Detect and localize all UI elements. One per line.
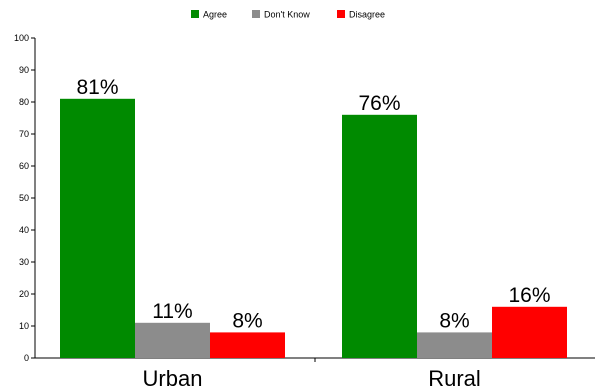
y-tick-label: 20 <box>19 289 29 299</box>
bar-rural-don-t-know <box>417 332 492 358</box>
bar-rural-agree <box>342 114 417 358</box>
y-tick-label: 70 <box>19 129 29 139</box>
legend-label-agree: Agree <box>203 10 227 20</box>
bar-urban-disagree <box>210 332 285 358</box>
y-tick-label: 0 <box>24 353 29 363</box>
y-tick-label: 100 <box>14 33 29 43</box>
bar-urban-agree <box>60 98 135 359</box>
data-label-rural-disagree: 16% <box>508 284 550 307</box>
legend: Agree Don't Know Disagree <box>191 10 385 20</box>
bar-urban-don-t-know <box>135 322 210 358</box>
data-label-urban-don-t-know: 11% <box>152 300 192 323</box>
legend-label-don-t-know: Don't Know <box>264 10 310 20</box>
data-label-rural-don-t-know: 8% <box>439 309 469 332</box>
legend-swatch-disagree <box>337 10 345 18</box>
category-label-urban: Urban <box>143 366 203 389</box>
legend-label-disagree: Disagree <box>349 10 385 20</box>
data-label-urban-agree: 81% <box>76 76 118 99</box>
y-tick-label: 50 <box>19 193 29 203</box>
y-tick-label: 40 <box>19 225 29 235</box>
category-label-rural: Rural <box>428 366 481 389</box>
y-tick-label: 10 <box>19 321 29 331</box>
data-label-rural-agree: 76% <box>358 92 400 115</box>
y-tick-label: 60 <box>19 161 29 171</box>
data-label-urban-disagree: 8% <box>232 309 262 332</box>
bar-rural-disagree <box>492 306 567 358</box>
y-tick-label: 90 <box>19 65 29 75</box>
legend-swatch-don-t-know <box>252 10 260 18</box>
legend-swatch-agree <box>191 10 199 18</box>
y-tick-label: 30 <box>19 257 29 267</box>
y-tick-label: 80 <box>19 97 29 107</box>
plot-area: 0 10 20 30 40 50 60 70 80 90 100 81% 11% 8% Urban 76% 8%… <box>14 33 595 389</box>
